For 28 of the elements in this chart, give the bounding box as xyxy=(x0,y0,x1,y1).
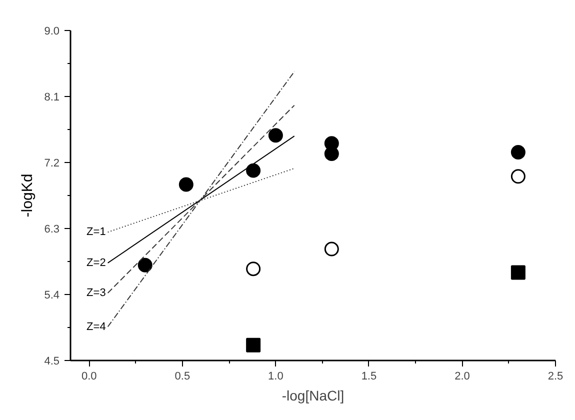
series-label: Z=3 xyxy=(86,287,106,300)
point xyxy=(246,262,261,276)
x-tick-label: 0.5 xyxy=(174,370,190,382)
x-tick-label: 1.0 xyxy=(268,370,284,382)
point xyxy=(178,177,194,192)
point xyxy=(246,338,261,352)
series-label: Z=4 xyxy=(86,320,106,333)
y-axis-title: -logKd xyxy=(19,174,36,218)
y-tick-label: 5.4 xyxy=(44,290,60,302)
point xyxy=(324,242,339,256)
y-tick-label: 7.2 xyxy=(44,158,60,170)
x-axis-title: -log[NaCl] xyxy=(282,388,344,404)
y-tick-label: 6.3 xyxy=(44,224,60,236)
point xyxy=(246,163,261,178)
point xyxy=(510,169,526,184)
y-tick-label: 4.5 xyxy=(44,356,60,368)
x-tick-label: 0.0 xyxy=(82,370,97,382)
point xyxy=(138,258,152,272)
x-tick-label: 1.5 xyxy=(361,370,377,382)
point xyxy=(510,265,526,280)
series-label: Z=2 xyxy=(86,256,106,269)
x-tick-label: 2.0 xyxy=(454,370,470,382)
y-tick-label: 8.1 xyxy=(44,92,60,104)
y-tick-label: 9.0 xyxy=(44,26,60,38)
x-tick-label: 2.5 xyxy=(548,370,564,382)
point xyxy=(268,128,283,143)
series-label: Z=1 xyxy=(86,226,106,238)
point xyxy=(510,144,526,160)
